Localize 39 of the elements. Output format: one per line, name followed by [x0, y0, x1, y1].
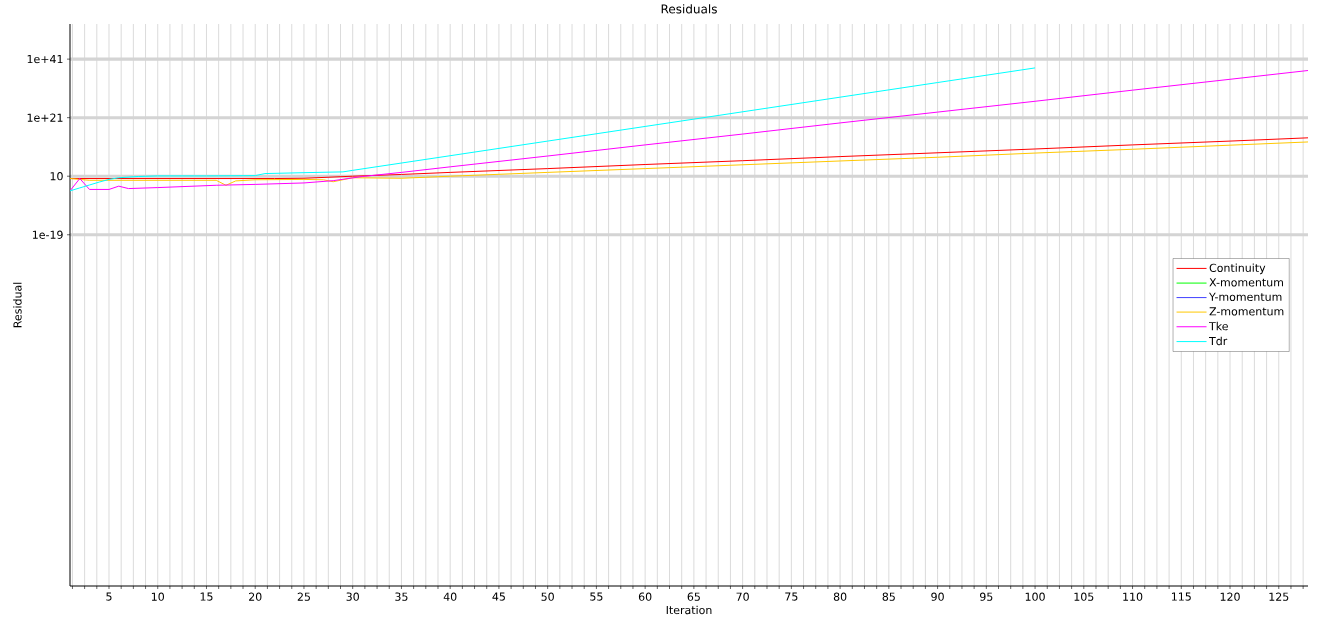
y-axis-title: Residual — [13, 282, 22, 328]
y-tick-label: 1e+41 — [27, 55, 63, 64]
x-tick-label: 65 — [687, 592, 700, 601]
x-tick-label: 50 — [541, 592, 554, 601]
x-tick-label: 20 — [249, 592, 262, 601]
x-tick-label: 40 — [443, 592, 457, 601]
legend-label: Tke — [1209, 321, 1228, 331]
x-axis-title: Iteration — [666, 605, 712, 615]
x-tick-label: 45 — [492, 592, 505, 601]
x-tick-label: 70 — [736, 592, 749, 601]
x-tick-label: 105 — [1074, 592, 1094, 601]
x-tick-label: 15 — [200, 592, 213, 601]
legend-label: Continuity — [1209, 263, 1266, 275]
x-tick-label: 5 — [106, 592, 112, 601]
chart-title: Residuals — [661, 4, 717, 14]
x-tick-label: 80 — [833, 592, 847, 601]
x-tick-label: 75 — [785, 592, 798, 601]
x-tick-label: 90 — [931, 592, 944, 601]
x-tick-label: 25 — [297, 592, 310, 601]
legend-label: Z-momentum — [1209, 307, 1284, 316]
y-tick-label: 1e-19 — [32, 230, 63, 239]
x-tick-label: 10 — [151, 592, 164, 601]
x-tick-label: 115 — [1171, 592, 1191, 601]
y-tick-label: 10 — [50, 172, 63, 181]
x-tick-label: 35 — [395, 592, 408, 601]
x-tick-label: 95 — [980, 592, 993, 601]
x-tick-label: 60 — [638, 592, 652, 601]
x-tick-label: 55 — [590, 592, 603, 601]
x-tick-label: 85 — [882, 592, 895, 601]
legend-label: X-momentum — [1209, 278, 1283, 287]
legend-label: Y-momentum — [1209, 292, 1282, 301]
x-tick-label: 100 — [1025, 592, 1045, 601]
legend-label: Tdr — [1209, 336, 1228, 346]
x-tick-label: 120 — [1220, 592, 1240, 601]
x-tick-label: 30 — [346, 592, 359, 601]
line-series — [70, 70, 1309, 192]
x-tick-label: 110 — [1123, 592, 1143, 601]
y-tick-label: 1e+21 — [27, 113, 63, 122]
x-tick-label: 125 — [1269, 592, 1289, 601]
